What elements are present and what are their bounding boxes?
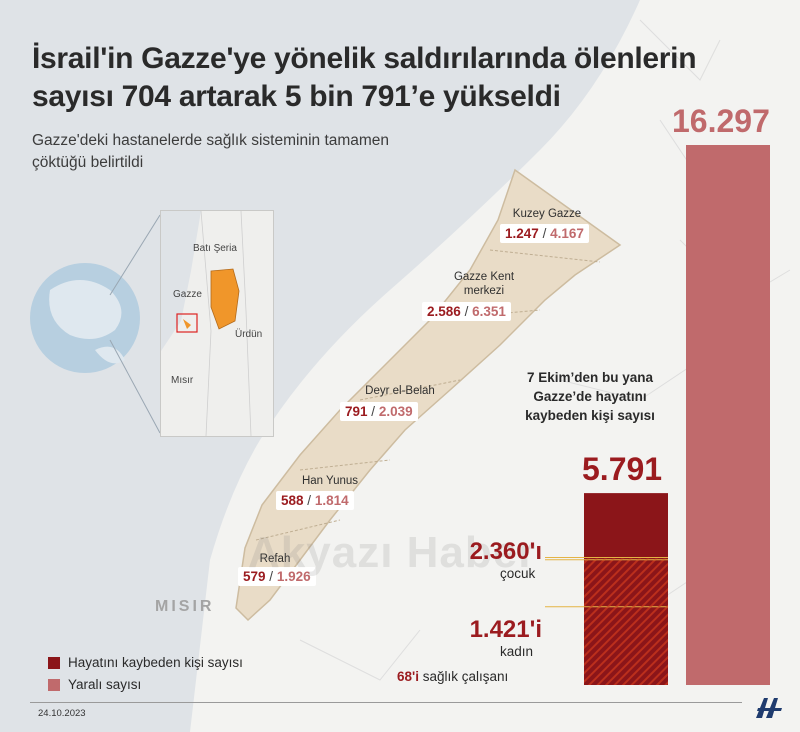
region-separator: / [371,404,376,419]
region-separator: / [269,569,274,584]
inset-map-graphic [161,211,273,436]
region-wounded: 6.351 [472,304,506,319]
health-workers-value: 68'i [397,669,419,684]
inset-map: Batı Şeria Gazze Ürdün Mısır [160,210,274,437]
page-title: İsrail'in Gazze'ye yönelik saldırılarınd… [32,42,697,113]
dead-bar-caption: 7 Ekim’den bu yana Gazze’de hayatını kay… [525,370,655,423]
gaza-highlight-box [176,313,198,333]
inset-label-egypt: Mısır [171,375,194,386]
region-dead: 588 [281,493,304,508]
region-name-han-yunus: Han Yunus [301,475,359,487]
women-label: kadın [500,644,534,659]
sea-area [0,0,640,732]
legend-label-dead: Hayatını kaybeden kişi sayısı [68,655,243,670]
region-name-gazze-kent: Gazze Kent merkezi [453,271,515,297]
region-name-deyr-el-belah: Deyr el-Belah [365,385,435,397]
region-wounded: 2.039 [378,404,413,419]
region-values-deyr-el-belah: 791 / 2.039 [340,402,418,421]
region-separator: / [307,493,312,508]
region-dead: 1.247 [505,226,539,241]
women-segment [584,559,668,607]
page-subtitle: Gazze'deki hastanelerde sağlık sistemini… [32,132,390,171]
legend-swatch-wounded [48,678,60,691]
legend-item-wounded: Yaralı sayısı [48,677,141,692]
wounded-total-value: 16.297 [672,103,770,139]
inset-label-gaza: Gazze [173,289,202,300]
children-segment [584,606,668,685]
inset-label-west-bank: Batı Şeria [193,243,237,254]
health-workers-row: 68'i sağlık çalışanı [397,669,508,684]
watermark-text: Akyazı Haber [248,528,537,577]
country-label-egypt: MISIR [155,598,215,615]
footer-divider [30,702,742,703]
wounded-bar [686,145,770,685]
region-name-kuzey-gazze: Kuzey Gazze [512,208,582,220]
region-dead: 791 [345,404,368,419]
health-workers-label: sağlık çalışanı [422,669,509,684]
region-dead: 579 [243,569,266,584]
dead-total-value: 5.791 [582,451,663,488]
west-bank-shape [210,268,240,330]
region-name-refah: Refah [259,553,291,565]
legend-swatch-dead [48,656,60,669]
region-values-refah: 579 / 1.926 [238,567,316,586]
region-wounded: 1.926 [276,569,311,584]
region-values-han-yunus: 588 / 1.814 [276,491,354,510]
date-label: 24.10.2023 [38,708,86,719]
region-separator: / [542,226,547,241]
region-wounded: 1.814 [314,493,349,508]
region-values-gazze-kent: 2.586 / 6.351 [422,302,511,321]
region-values-kuzey-gazze: 1.247 / 4.167 [500,224,589,243]
children-value: 2.360'ı [469,538,542,565]
women-value: 1.421'i [469,616,542,643]
health-workers-segment [584,557,668,560]
legend-label-wounded: Yaralı sayısı [68,677,142,692]
region-separator: / [464,304,469,319]
inset-label-jordan: Ürdün [235,329,263,340]
agency-logo-icon [756,698,782,718]
children-label: çocuk [500,566,536,581]
region-dead: 2.586 [427,304,461,319]
region-wounded: 4.167 [550,226,584,241]
legend-item-dead: Hayatını kaybeden kişi sayısı [48,655,243,670]
